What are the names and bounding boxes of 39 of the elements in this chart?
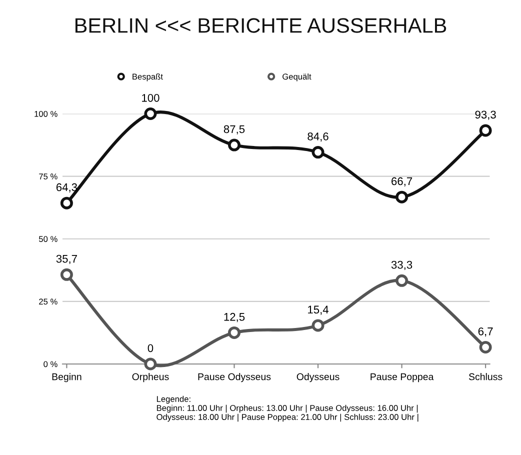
y-tick-label: 25 % xyxy=(39,298,58,305)
y-tick-label: 75 % xyxy=(39,174,58,180)
x-tick-label: Beginn xyxy=(52,373,82,382)
point xyxy=(60,268,73,281)
data-label: 87,5 xyxy=(224,125,245,134)
y-tick-label: 0 % xyxy=(44,361,58,368)
data-label: 35,7 xyxy=(56,254,77,264)
point xyxy=(228,138,240,152)
point xyxy=(144,108,157,120)
legend-label: Gequält xyxy=(282,73,312,82)
point xyxy=(396,274,408,287)
x-tick-label: Pause Odysseus xyxy=(198,373,271,382)
point xyxy=(60,196,73,210)
legend-label: Bespaßt xyxy=(132,73,163,82)
point xyxy=(312,319,324,332)
x-tick-label: Pause Poppea xyxy=(370,373,434,382)
data-label: 15,4 xyxy=(308,306,329,315)
point xyxy=(396,190,408,204)
data-label: 84,6 xyxy=(308,132,328,142)
data-label: 0 xyxy=(148,344,154,352)
data-label: 100 xyxy=(142,94,160,102)
chart-title: BERLIN <<< BERICHTE AUSSERHALB xyxy=(76,18,446,33)
point xyxy=(312,146,324,159)
text: Legende: Beginn: 11.00 Uhr | Orpheus: 13.00 Uhr | Pause Odysseus: 16.00 Uhr | Odysseus: 18.00 Uhr | Pause Poppea: 21.00 Uhr | Schluss: 23.00 Uhr | xyxy=(156,396,418,422)
y-tick-label: 100 % xyxy=(34,110,58,117)
point xyxy=(479,340,492,354)
x-tick-label: Odysseus xyxy=(296,373,340,382)
x-tick-label: Orpheus xyxy=(132,373,169,382)
data-label: 12,5 xyxy=(224,312,245,322)
x-tick-label: Schluss xyxy=(468,373,502,380)
point xyxy=(144,358,157,370)
data-label: 66,7 xyxy=(392,177,412,186)
data-label: 33,3 xyxy=(391,260,412,270)
data-label: 64,3 xyxy=(56,183,78,192)
point xyxy=(479,124,492,137)
point xyxy=(228,326,240,339)
data-label: 93,3 xyxy=(475,110,496,120)
data-label: 6,7 xyxy=(478,327,493,337)
y-tick-label: 50 % xyxy=(39,236,58,242)
